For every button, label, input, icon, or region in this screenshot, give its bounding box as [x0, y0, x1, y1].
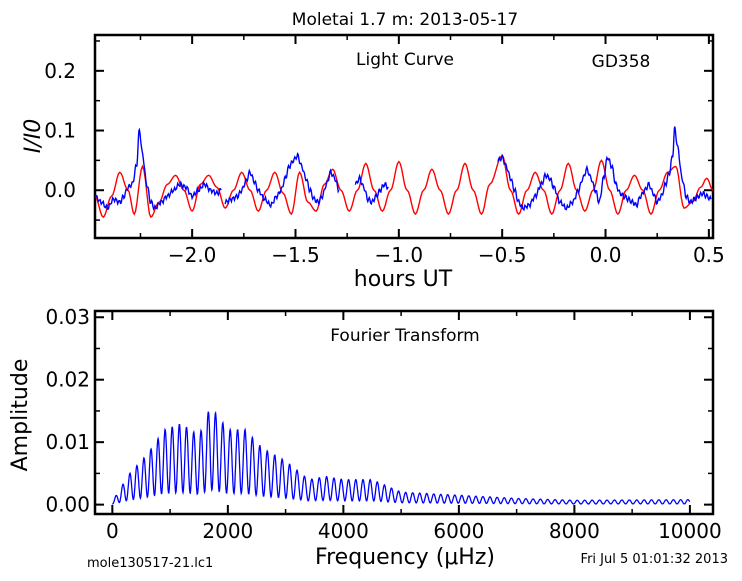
- light-curve-x-tick-label: −2.0: [168, 243, 217, 267]
- light-curve-panel: Light Curve GD358 hours UT I/I0 −2.0 −1.5…: [21, 33, 725, 292]
- fourier-amplitude-line: [112, 410, 691, 505]
- star-name-annotation: GD358: [592, 52, 651, 72]
- fourier-frame: [93, 309, 715, 516]
- light-curve-x-label: hours UT: [354, 267, 453, 292]
- footer-timestamp: Fri Jul 5 01:01:32 2013: [581, 552, 728, 567]
- fourier-x-tick-label: 4000: [318, 519, 369, 543]
- light-curve-data-line: [354, 173, 389, 206]
- light-curve-x-tick-label: −1.5: [271, 243, 320, 267]
- light-curve-y-tick-label: 0.2: [44, 59, 76, 83]
- light-curve-data-line: [224, 152, 340, 209]
- footer-filename: mole130517-21.lc1: [87, 556, 213, 571]
- light-curve-y-label: I/I0: [21, 119, 46, 153]
- light-curve-fit-line: [95, 154, 713, 219]
- fourier-title: Fourier Transform: [330, 326, 479, 346]
- light-curve-x-tick-label: 0.5: [693, 243, 725, 267]
- fourier-x-tick-label: 10000: [658, 519, 722, 543]
- fourier-x-tick-label: 2000: [202, 519, 253, 543]
- fourier-y-tick-label: 0.03: [45, 305, 90, 329]
- light-curve-y-tick-label: 0.1: [44, 119, 76, 143]
- light-curve-x-tick-label: −1.0: [375, 243, 424, 267]
- fourier-panel: Fourier Transform Frequency (μHz) Amplit…: [8, 305, 722, 570]
- light-curve-data-line: [95, 127, 222, 211]
- fourier-x-label: Frequency (μHz): [315, 545, 495, 570]
- fourier-y-label: Amplitude: [8, 359, 33, 472]
- light-curve-title: Light Curve: [356, 50, 454, 70]
- light-curve-data-line: [497, 126, 712, 212]
- fourier-y-tick-label: 0.01: [45, 430, 90, 454]
- light-curve-x-tick-label: −0.5: [478, 243, 527, 267]
- figure-title: Moletai 1.7 m: 2013-05-17: [292, 10, 518, 30]
- fourier-y-tick-label: 0.02: [45, 368, 90, 392]
- fourier-x-tick-label: 6000: [433, 519, 484, 543]
- light-curve-y-tick-label: 0.0: [44, 178, 76, 202]
- fourier-x-tick-label: 8000: [549, 519, 600, 543]
- fourier-x-tick-label: 0: [106, 519, 119, 543]
- light-curve-frame: [93, 33, 715, 240]
- fourier-y-tick-label: 0.00: [45, 493, 90, 517]
- light-curve-x-tick-label: 0.0: [590, 243, 622, 267]
